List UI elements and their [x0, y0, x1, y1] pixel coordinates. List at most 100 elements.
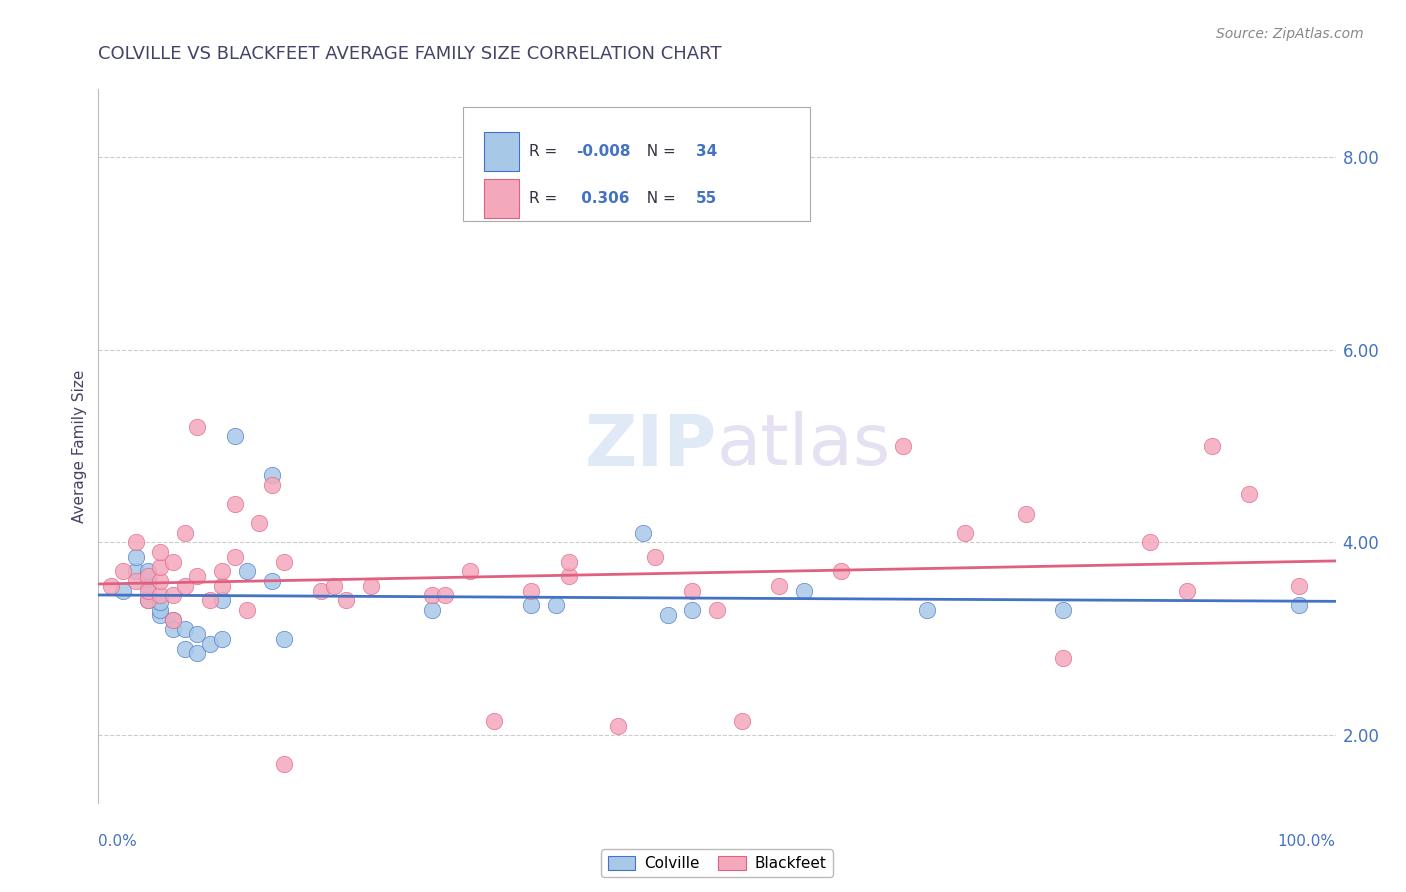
Point: [1052, 651, 1074, 665]
Text: N =: N =: [637, 191, 681, 206]
Point: [273, 632, 295, 646]
Y-axis label: Average Family Size: Average Family Size: [72, 369, 87, 523]
Point: [112, 583, 135, 598]
Point: [644, 549, 666, 564]
Text: 100.0%: 100.0%: [1278, 834, 1336, 849]
Point: [174, 622, 197, 636]
Point: [681, 603, 703, 617]
Text: 55: 55: [696, 191, 717, 206]
Point: [198, 593, 221, 607]
Legend: Colville, Blackfeet: Colville, Blackfeet: [602, 849, 832, 877]
Point: [1015, 507, 1038, 521]
Point: [557, 555, 579, 569]
Point: [1237, 487, 1260, 501]
Point: [211, 632, 233, 646]
Point: [484, 714, 506, 728]
Point: [136, 579, 159, 593]
Point: [891, 439, 914, 453]
Point: [162, 555, 184, 569]
Point: [198, 637, 221, 651]
Point: [124, 535, 146, 549]
Point: [211, 579, 233, 593]
Point: [260, 574, 283, 588]
Text: COLVILLE VS BLACKFEET AVERAGE FAMILY SIZE CORRELATION CHART: COLVILLE VS BLACKFEET AVERAGE FAMILY SIZ…: [98, 45, 721, 62]
Point: [224, 497, 246, 511]
Point: [631, 525, 654, 540]
Point: [100, 579, 122, 593]
Point: [360, 579, 382, 593]
Point: [607, 719, 630, 733]
Text: ZIP: ZIP: [585, 411, 717, 481]
Point: [557, 569, 579, 583]
Point: [162, 622, 184, 636]
Point: [273, 555, 295, 569]
Point: [211, 565, 233, 579]
Point: [1139, 535, 1161, 549]
Text: atlas: atlas: [717, 411, 891, 481]
Point: [136, 583, 159, 598]
Point: [1201, 439, 1223, 453]
Point: [136, 593, 159, 607]
Point: [1175, 583, 1198, 598]
Point: [273, 757, 295, 772]
Point: [186, 419, 208, 434]
Point: [186, 646, 208, 660]
Point: [247, 516, 270, 530]
Point: [149, 595, 172, 609]
Point: [136, 565, 159, 579]
Point: [830, 565, 852, 579]
Point: [657, 607, 679, 622]
Point: [706, 603, 728, 617]
Point: [174, 579, 197, 593]
Point: [124, 549, 146, 564]
Point: [731, 714, 754, 728]
Text: R =: R =: [529, 144, 562, 159]
Point: [458, 565, 481, 579]
Point: [1052, 603, 1074, 617]
Text: 0.306: 0.306: [576, 191, 630, 206]
Point: [186, 569, 208, 583]
Point: [136, 569, 159, 583]
Point: [953, 525, 976, 540]
Point: [136, 572, 159, 586]
Point: [224, 549, 246, 564]
Point: [520, 583, 543, 598]
FancyBboxPatch shape: [464, 107, 810, 221]
Text: Source: ZipAtlas.com: Source: ZipAtlas.com: [1216, 27, 1364, 41]
Text: 0.0%: 0.0%: [98, 834, 138, 849]
Point: [149, 559, 172, 574]
Point: [768, 579, 790, 593]
Point: [335, 593, 357, 607]
Point: [422, 603, 444, 617]
Point: [211, 593, 233, 607]
Point: [174, 641, 197, 656]
Point: [149, 607, 172, 622]
Point: [162, 613, 184, 627]
Point: [136, 593, 159, 607]
Point: [681, 583, 703, 598]
Point: [546, 598, 568, 612]
Text: R =: R =: [529, 191, 562, 206]
Point: [112, 565, 135, 579]
Point: [260, 477, 283, 491]
Point: [433, 589, 456, 603]
Point: [149, 589, 172, 603]
Point: [236, 603, 259, 617]
Point: [174, 525, 197, 540]
Point: [162, 613, 184, 627]
Point: [793, 583, 815, 598]
Point: [422, 589, 444, 603]
Point: [186, 627, 208, 641]
Point: [224, 429, 246, 443]
Point: [520, 598, 543, 612]
Point: [322, 579, 344, 593]
Point: [149, 603, 172, 617]
Text: N =: N =: [637, 144, 681, 159]
Point: [260, 467, 283, 482]
Point: [1288, 579, 1310, 593]
Point: [309, 583, 332, 598]
Point: [149, 574, 172, 588]
Text: 34: 34: [696, 144, 717, 159]
Point: [1288, 598, 1310, 612]
Point: [162, 589, 184, 603]
